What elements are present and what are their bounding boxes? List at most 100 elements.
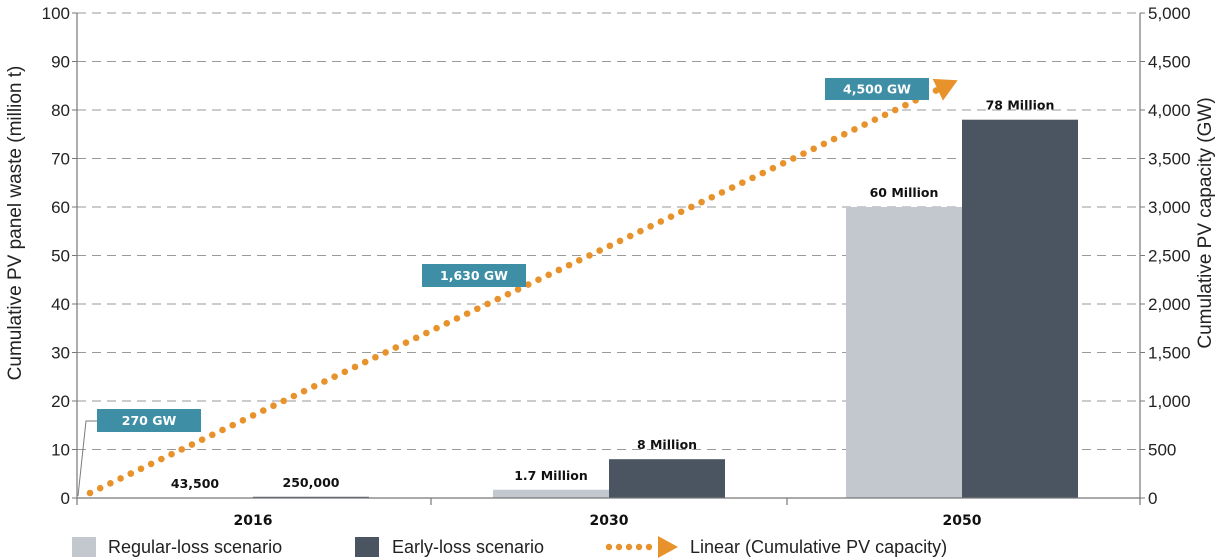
trend-line-dot [392, 344, 400, 351]
trend-line-dot [657, 218, 665, 225]
callout-label: 4,500 GW [843, 82, 911, 97]
data-label-regular-loss: 43,500 [171, 476, 220, 491]
trend-line-dot [881, 111, 889, 119]
y2-tick-label: 500 [1148, 441, 1176, 460]
bar-regular-loss [846, 207, 962, 498]
callout-leader-line [77, 420, 97, 497]
trend-line-dot [739, 179, 746, 187]
data-label-early-loss: 78 Million [986, 98, 1055, 113]
trend-line-dot [871, 116, 879, 123]
trend-line-dot [545, 271, 552, 279]
trend-line-dot [372, 353, 379, 361]
trend-line-dot [596, 247, 603, 254]
trend-line-dot [209, 431, 216, 439]
trend-line-dot [137, 465, 145, 473]
x-tick-label: 2030 [590, 513, 629, 529]
trend-line-dot [158, 455, 165, 463]
trend-line-dot [270, 402, 277, 410]
y-tick-label: 20 [51, 392, 70, 411]
trend-line-dot [698, 198, 705, 206]
trend-line-dot [147, 460, 155, 468]
legend-swatch-early-loss [355, 537, 379, 557]
trend-line-dot [402, 339, 410, 347]
y-tick-label: 40 [51, 295, 70, 314]
trend-line-dot [790, 155, 797, 162]
trend-line-dot [198, 436, 206, 443]
trend-line-dot [127, 470, 135, 477]
trend-line-dot [86, 489, 94, 497]
trend-line-dot [626, 232, 634, 240]
trend-line-dot [249, 412, 257, 419]
legend: Regular-loss scenario Early-loss scenari… [72, 536, 947, 558]
trend-line-dot [616, 237, 624, 245]
y2-tick-label: 0 [1148, 489, 1157, 508]
trend-line-dot [667, 213, 675, 220]
legend-label-early-loss: Early-loss scenario [392, 537, 544, 557]
capacity-trend-line [86, 78, 958, 497]
trend-line-dot [300, 387, 308, 395]
data-label-regular-loss: 1.7 Million [514, 468, 588, 483]
trend-line-dot [851, 126, 858, 133]
trend-line-dot [341, 368, 349, 376]
trend-line-dot [433, 324, 440, 332]
bar-early-loss [962, 119, 1078, 498]
trend-line-dot [555, 266, 563, 274]
trend-line-dot [708, 193, 716, 201]
axes: 010203040506070809010005001,0001,5002,00… [42, 4, 1191, 529]
trend-line-dot [637, 227, 644, 235]
y-tick-label: 50 [51, 247, 70, 266]
legend-label-regular-loss: Regular-loss scenario [108, 537, 282, 557]
callout-box [97, 409, 201, 432]
bar-regular-loss [493, 489, 609, 498]
trend-line-dot [474, 305, 481, 313]
legend-label-linear-capacity: Linear (Cumulative PV capacity) [690, 537, 947, 557]
trend-line-dot [565, 261, 573, 269]
x-tick-label: 2050 [943, 513, 982, 529]
y2-tick-label: 2,500 [1148, 247, 1191, 266]
trend-line-dot [229, 421, 236, 429]
trend-line-dot [321, 378, 328, 385]
trend-line-dot [800, 150, 807, 157]
trend-line-dot [749, 174, 756, 182]
data-label-early-loss: 250,000 [283, 475, 340, 490]
trend-line-dot [830, 135, 838, 143]
trend-line-dot [117, 475, 124, 482]
y-tick-label: 60 [51, 198, 70, 217]
trend-line-dot [443, 320, 451, 327]
trend-line-dot [606, 242, 614, 250]
trend-line-dot [361, 358, 369, 366]
trend-line-dot [728, 184, 736, 191]
bars [137, 119, 1078, 498]
trend-line-dot [840, 130, 848, 138]
y-tick-label: 100 [42, 4, 70, 23]
data-label-regular-loss: 60 Million [870, 185, 939, 200]
trend-line-dot [423, 329, 430, 337]
trend-line-dot [188, 441, 196, 448]
capacity-callouts: 270 GW 1,630 GW 4,500 GW [77, 78, 929, 497]
bar-early-loss [609, 459, 725, 498]
y2-tick-label: 1,000 [1148, 392, 1191, 411]
y-tick-label: 10 [51, 441, 70, 460]
bar-early-loss [253, 496, 369, 498]
trend-line-dot [351, 363, 359, 371]
trend-line-dot [575, 256, 583, 264]
trend-line-dot [239, 416, 247, 424]
data-label-early-loss: 8 Million [637, 437, 697, 452]
trend-line-dot [331, 373, 338, 380]
trend-line-dot [861, 121, 868, 128]
callout-label: 270 GW [122, 413, 177, 428]
trend-line-dot [779, 160, 787, 167]
trend-line-dot [647, 223, 654, 230]
trend-line-dot [514, 286, 522, 293]
y2-tick-label: 4,000 [1148, 101, 1191, 120]
trend-line-dot [535, 276, 542, 283]
y2-axis-title: Cumulative PV capacity (GW) [1195, 97, 1216, 348]
trend-line-dot [290, 392, 298, 400]
trend-line-arrowhead [932, 78, 958, 101]
y2-tick-label: 2,000 [1148, 295, 1191, 314]
y-tick-label: 90 [51, 53, 70, 72]
trend-line-dot [96, 484, 104, 492]
x-tick-label: 2016 [234, 513, 273, 529]
callout-box [825, 78, 929, 100]
trend-line-dot [463, 310, 471, 317]
